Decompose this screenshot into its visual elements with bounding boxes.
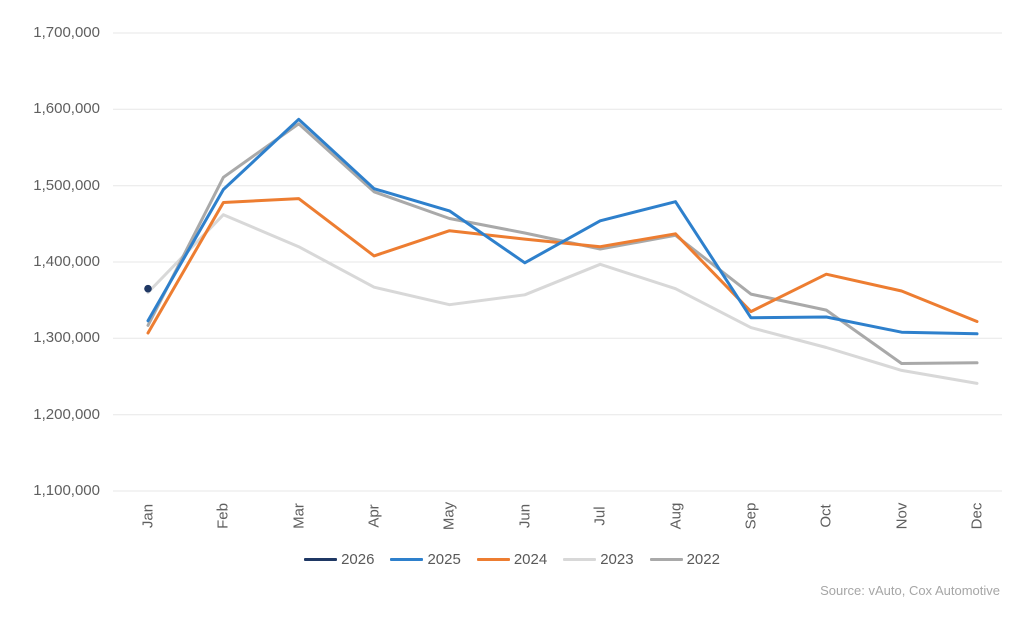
legend-item-2025: 2025 — [390, 550, 461, 568]
x-axis-tick-label: Sep — [742, 502, 760, 530]
legend-item-2024: 2024 — [476, 550, 548, 568]
source-note: Source: vAuto, Cox Automotive — [820, 583, 1000, 598]
x-axis-tick-label: Jun — [516, 503, 534, 529]
legend-item-2022: 2022 — [649, 550, 720, 568]
y-axis-tick-label: 1,600,000 — [33, 100, 100, 118]
x-axis-tick-label: Nov — [893, 502, 911, 530]
data-point-2026 — [144, 284, 152, 293]
legend-swatch-2022 — [649, 557, 683, 561]
legend-label: 2023 — [600, 550, 634, 568]
legend-swatch-2024 — [476, 557, 510, 561]
y-axis-tick-label: 1,400,000 — [33, 253, 100, 270]
legend-item-2026: 2026 — [304, 551, 374, 568]
y-axis-tick-label: 1,200,000 — [33, 405, 100, 423]
y-axis-tick-label: 1,100,000 — [33, 482, 100, 499]
x-axis-tick-label: Dec — [968, 502, 986, 530]
x-axis-tick-label: Oct — [817, 504, 835, 528]
x-axis-tick-label: Jul — [591, 506, 609, 526]
x-axis-tick-label: Mar — [290, 503, 308, 529]
legend-label: 2025 — [427, 550, 461, 568]
series-line-2023 — [146, 213, 979, 385]
legend-label: 2022 — [686, 550, 720, 568]
y-axis-tick-label: 1,700,000 — [33, 24, 100, 41]
x-axis-tick-label: May — [440, 501, 458, 531]
y-axis-tick-label: 1,300,000 — [33, 329, 100, 347]
chart-legend: 2026 2025 2024 2023 2022 — [0, 548, 1024, 570]
legend-swatch-2025 — [390, 557, 424, 561]
legend-label: 2024 — [513, 550, 548, 568]
legend-label: 2026 — [341, 550, 375, 568]
y-axis-tick-label: 1,500,000 — [33, 176, 100, 194]
legend-swatch-2026 — [304, 557, 338, 561]
legend-item-2023: 2023 — [563, 550, 634, 568]
series-line-2025 — [146, 117, 979, 336]
legend-swatch-2023 — [563, 557, 597, 561]
series-line-2024 — [146, 197, 979, 335]
x-axis-tick-label: Jan — [139, 503, 157, 529]
x-axis-tick-label: Aug — [667, 502, 685, 530]
x-axis-tick-label: Apr — [365, 504, 383, 528]
x-axis-tick-label: Feb — [214, 503, 232, 529]
